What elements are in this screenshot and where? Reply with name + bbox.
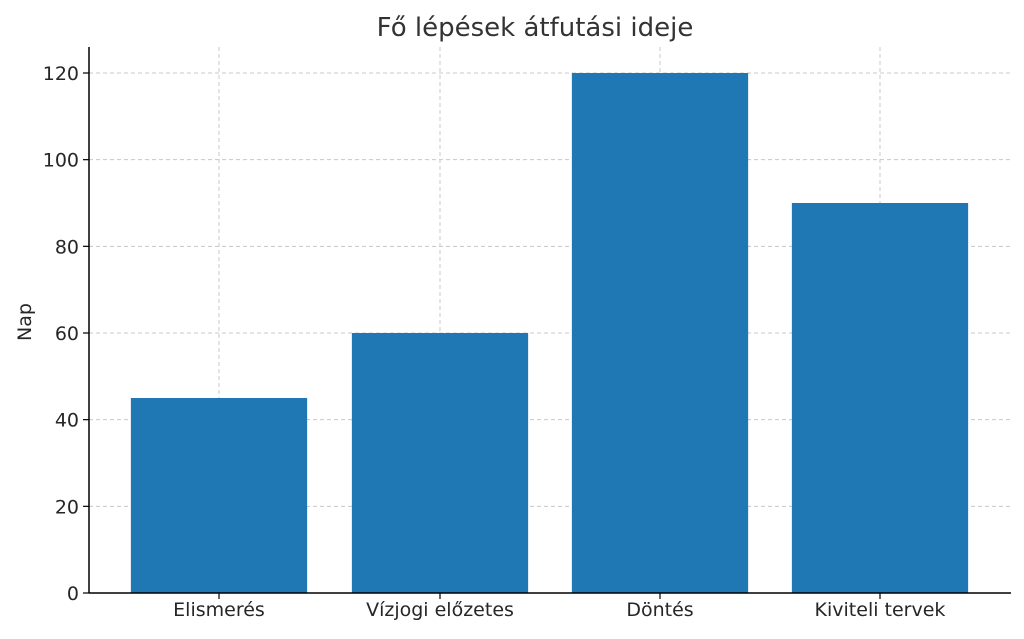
bar: [791, 203, 969, 593]
x-tick-label: Elismerés: [173, 599, 265, 621]
bar-layer: [130, 73, 969, 593]
axis-layer: 0 20 40 60 80 100 120 Elismerés Vízjogi előzetes…: [43, 47, 1011, 621]
bar: [130, 398, 308, 593]
bar: [351, 333, 529, 593]
y-tick-label: 20: [55, 496, 79, 518]
x-tick-label: Vízjogi előzetes: [366, 599, 514, 621]
chart-title: Fő lépések átfutási ideje: [377, 13, 694, 43]
x-tick-label: Kiviteli tervek: [815, 599, 946, 621]
y-tick-label: 80: [55, 236, 79, 258]
y-tick-label: 60: [55, 323, 79, 345]
y-axis-label: Nap: [14, 303, 36, 341]
x-tick-label: Döntés: [626, 599, 693, 621]
y-tick-label: 0: [67, 583, 79, 605]
bar: [571, 73, 749, 593]
y-tick-label: 120: [43, 63, 79, 85]
y-tick-label: 40: [55, 410, 79, 432]
y-tick-label: 100: [43, 150, 79, 172]
